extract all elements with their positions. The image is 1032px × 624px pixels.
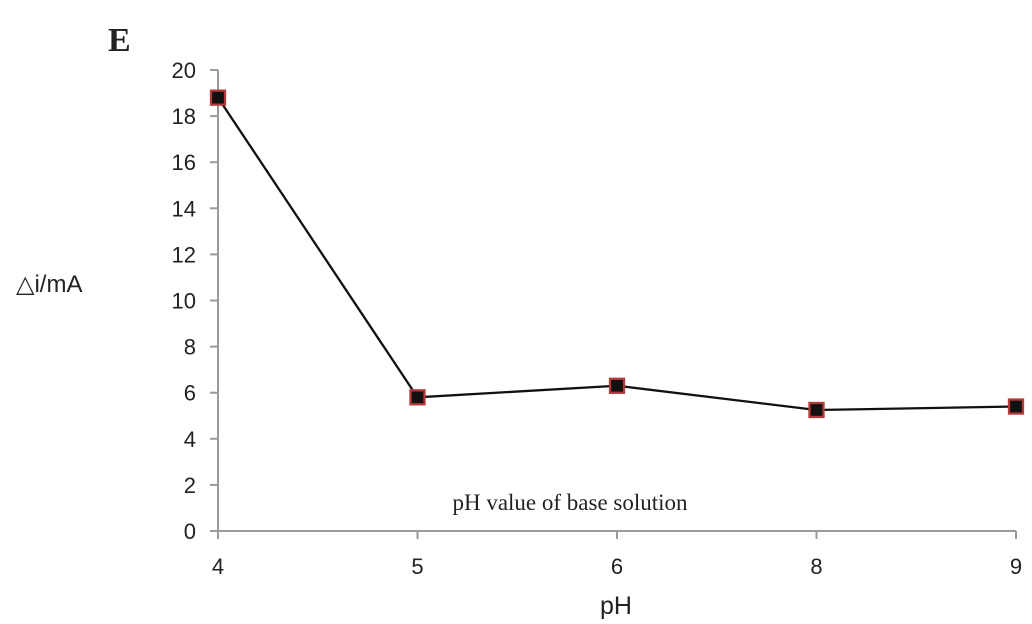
y-tick-label: 12 bbox=[172, 242, 196, 267]
markers-layer bbox=[209, 89, 1025, 419]
x-tick-label: 6 bbox=[611, 554, 623, 579]
x-tick-label: 5 bbox=[411, 554, 423, 579]
x-axis-label: pH bbox=[600, 592, 632, 620]
y-tick-label: 8 bbox=[184, 335, 196, 360]
y-axis-label: △i/mA bbox=[16, 271, 82, 298]
data-point-marker bbox=[409, 389, 426, 406]
text-layer: E △i/mA pH value of base solution pH bbox=[16, 22, 688, 620]
y-tick-label: 20 bbox=[172, 58, 196, 83]
y-tick-label: 2 bbox=[184, 473, 196, 498]
axes-layer bbox=[217, 70, 1016, 532]
series-line bbox=[217, 97, 1017, 412]
x-tick-label: 4 bbox=[212, 554, 224, 579]
data-point-marker bbox=[209, 89, 227, 106]
y-tick-label: 6 bbox=[184, 381, 196, 406]
y-tick-label: 10 bbox=[172, 289, 196, 314]
y-tick-label: 14 bbox=[172, 196, 196, 221]
y-tick-label: 4 bbox=[184, 427, 196, 452]
data-point-marker bbox=[608, 377, 626, 394]
chart-annotation: pH value of base solution bbox=[452, 490, 688, 515]
data-point-marker bbox=[1007, 398, 1025, 415]
x-tick-label: 9 bbox=[1010, 554, 1022, 579]
panel-label: E bbox=[108, 22, 131, 59]
y-tick-label: 0 bbox=[184, 519, 196, 544]
x-tick-label: 8 bbox=[810, 554, 822, 579]
y-tick-label: 16 bbox=[172, 150, 196, 175]
ticks-layer: 0 2 4 6 8 10 12 14 16 18 20 4 5 6 8 9 bbox=[172, 58, 1023, 579]
y-tick-label: 18 bbox=[172, 104, 196, 129]
series-layer bbox=[217, 97, 1017, 412]
data-point-marker bbox=[808, 401, 825, 419]
